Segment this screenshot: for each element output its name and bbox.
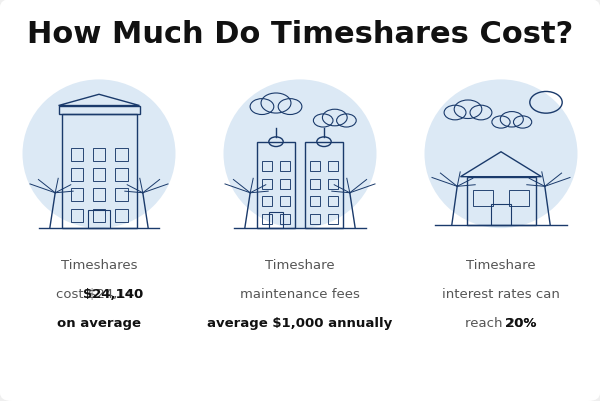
Bar (280, 215, 290, 225)
Text: on average: on average (57, 316, 141, 329)
Text: 20%: 20% (505, 316, 536, 329)
Text: cost $24,140: cost $24,140 (56, 287, 142, 300)
Bar (280, 162, 290, 172)
Text: average $1,000 annually: average $1,000 annually (208, 316, 392, 329)
Bar (257, 142, 295, 229)
Bar (115, 188, 128, 201)
Bar (491, 205, 511, 225)
Text: How Much Do Timeshares Cost?: How Much Do Timeshares Cost? (27, 20, 573, 49)
Text: maintenance fees: maintenance fees (240, 287, 360, 300)
Bar (328, 180, 338, 189)
Bar (93, 148, 106, 161)
Bar (467, 177, 536, 225)
Bar (71, 148, 83, 161)
Bar (310, 215, 320, 225)
Ellipse shape (223, 80, 377, 229)
Bar (262, 162, 272, 172)
Ellipse shape (23, 80, 176, 229)
Bar (93, 168, 106, 181)
Bar (262, 215, 272, 225)
Bar (310, 180, 320, 189)
Text: reach 20%: reach 20% (466, 316, 536, 329)
Bar (310, 197, 320, 207)
Bar (115, 209, 128, 222)
Bar (280, 180, 290, 189)
Bar (71, 209, 83, 222)
Bar (328, 215, 338, 225)
Text: Timeshare: Timeshare (265, 258, 335, 271)
Bar (71, 168, 83, 181)
Bar (59, 106, 139, 114)
Bar (328, 197, 338, 207)
Bar (269, 213, 283, 229)
Text: Timeshares: Timeshares (61, 258, 137, 271)
Text: interest rates can: interest rates can (442, 287, 560, 300)
Bar (115, 148, 128, 161)
Bar (509, 191, 529, 206)
Bar (310, 162, 320, 172)
Bar (262, 180, 272, 189)
Text: $24,140: $24,140 (83, 287, 143, 300)
Bar (62, 114, 137, 229)
Bar (328, 162, 338, 172)
Bar (280, 197, 290, 207)
Bar (115, 168, 128, 181)
Bar (305, 142, 343, 229)
Bar (93, 188, 106, 201)
Bar (71, 188, 83, 201)
Bar (473, 191, 493, 206)
Ellipse shape (425, 80, 577, 229)
Bar (88, 211, 110, 229)
Bar (93, 209, 106, 222)
Bar (262, 197, 272, 207)
Text: Timeshare: Timeshare (466, 258, 536, 271)
